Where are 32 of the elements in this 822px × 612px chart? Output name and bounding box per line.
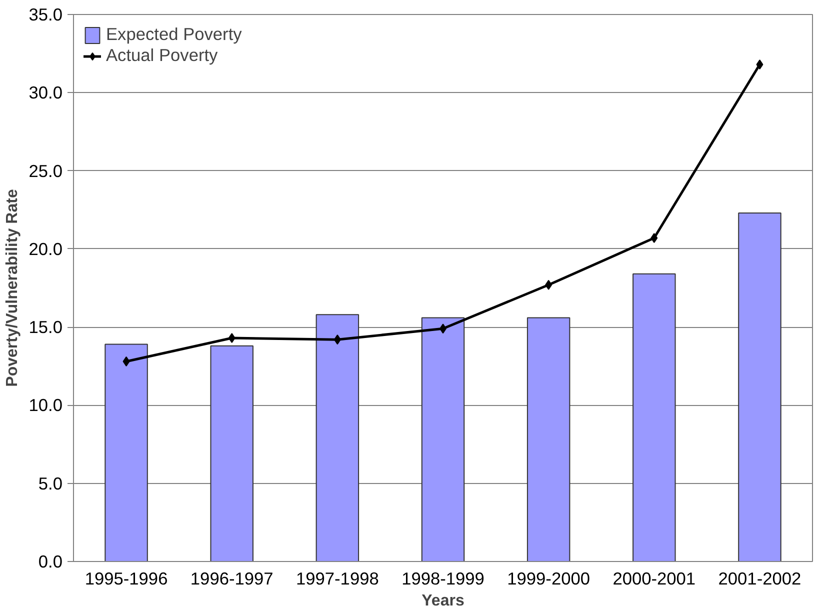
point [334, 334, 341, 345]
bar [421, 317, 465, 562]
y-tick-label: 35.0 [28, 4, 63, 24]
y-tick-label: 20.0 [28, 238, 63, 259]
point [545, 280, 552, 290]
x-tick-label: 1995-1996 [84, 568, 168, 588]
x-tick-label: 2001-2002 [718, 568, 802, 588]
y-tick-label: 15.0 [28, 317, 63, 338]
bar [526, 317, 570, 562]
x-tick-label: 1997-1998 [296, 568, 379, 588]
y-tick-label: 5.0 [38, 473, 63, 494]
point [756, 60, 764, 70]
x-axis-title: Years [422, 592, 464, 610]
point [228, 333, 236, 344]
x-tick-label: 2000-2001 [612, 568, 696, 588]
legend-label: Actual Poverty [106, 45, 218, 66]
x-tick-label: 1996-1997 [190, 568, 274, 588]
x-tick-label: 1998-1999 [402, 568, 484, 588]
y-tick-label: 30.0 [28, 82, 63, 103]
bar [738, 212, 782, 562]
bar [104, 344, 148, 562]
y-tick-label: 0.0 [38, 552, 63, 572]
y-tick-label: 25.0 [28, 160, 63, 181]
y-axis-title: Poverty/Vulnerability Rate [4, 189, 21, 387]
bar [316, 314, 360, 562]
point [122, 356, 130, 366]
y-tick-label: 10.0 [28, 395, 63, 416]
x-tick-label: 1999-2000 [507, 568, 590, 588]
legend-label: Expected Poverty [106, 24, 242, 45]
bar [210, 345, 254, 562]
point [650, 232, 658, 243]
bar [632, 273, 676, 562]
